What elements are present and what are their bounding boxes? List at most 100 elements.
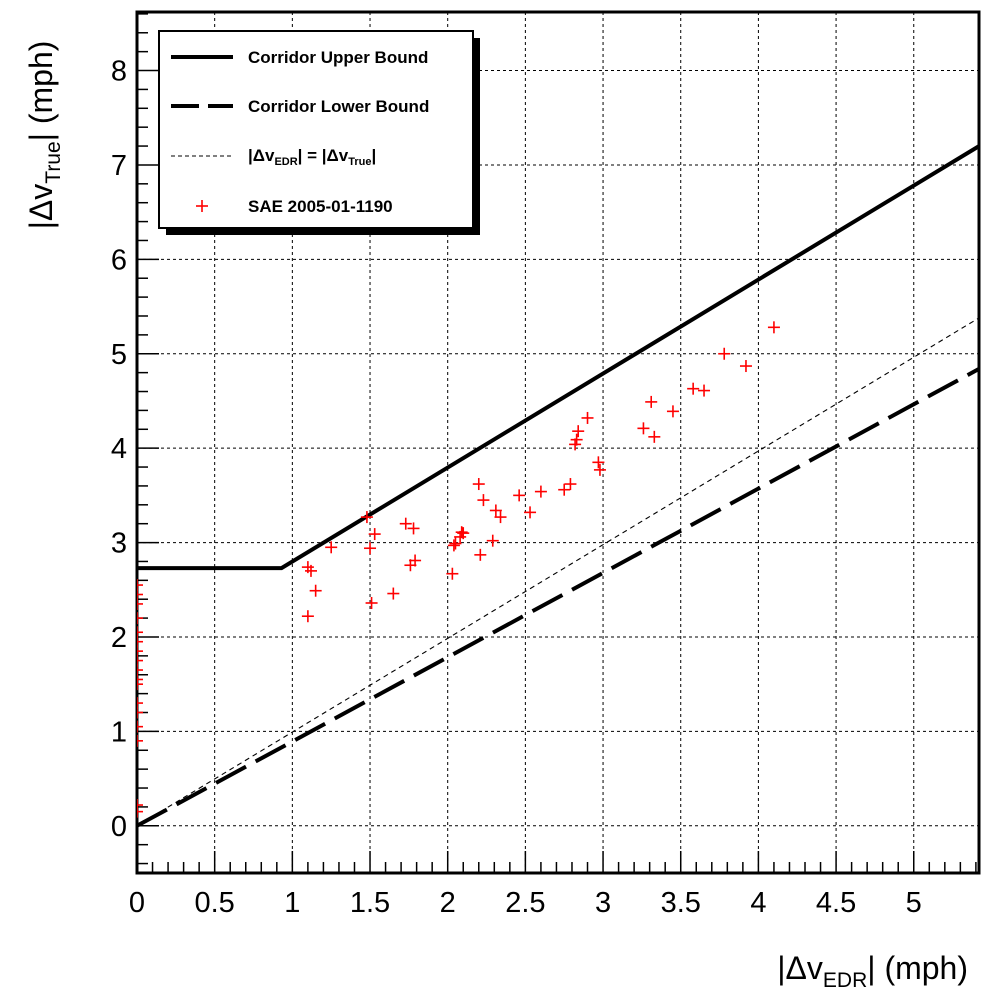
- data-point-marker: [698, 384, 711, 397]
- data-point-marker: [645, 395, 658, 408]
- data-point-marker: [360, 511, 373, 524]
- data-point-marker: [137, 588, 143, 601]
- data-point-marker: [494, 511, 507, 524]
- data-point-marker: [368, 528, 381, 541]
- y-tick-label: 8: [111, 56, 127, 88]
- y-axis-title-sub: True: [42, 141, 65, 183]
- data-point-marker: [137, 734, 143, 747]
- y-tick-label: 3: [111, 528, 127, 560]
- x-axis-title-prefix: |Δv: [777, 950, 823, 986]
- legend-lower-bound-label: Corridor Lower Bound: [248, 97, 429, 116]
- data-point-marker: [593, 463, 606, 476]
- data-point-marker: [304, 564, 317, 577]
- data-point-marker: [447, 539, 460, 552]
- y-tick-label: 4: [111, 433, 127, 465]
- y-tick-label: 0: [111, 811, 127, 843]
- data-point-marker: [137, 635, 143, 648]
- data-point-marker: [564, 478, 577, 491]
- y-axis-title-prefix: |Δv: [23, 184, 59, 230]
- data-point-marker: [137, 805, 143, 818]
- data-point-marker: [472, 478, 485, 491]
- x-tick-label: 2.5: [505, 887, 545, 919]
- data-point-marker: [449, 537, 462, 550]
- x-tick-label: 1: [284, 887, 300, 919]
- legend-identity-p2: | = |Δv: [298, 146, 349, 165]
- scatter-points: [137, 321, 780, 818]
- data-point-marker: [513, 489, 526, 502]
- data-point-marker: [137, 645, 143, 658]
- legend-identity-p3: |: [371, 146, 376, 165]
- plot-frame: [135, 10, 981, 875]
- x-tick-label: 4.5: [816, 887, 856, 919]
- x-axis-title-sub: EDR: [823, 969, 867, 992]
- x-tick-label: 4: [750, 887, 766, 919]
- data-point-marker: [666, 405, 679, 418]
- data-point-marker: [137, 664, 143, 677]
- data-point-marker: [137, 597, 143, 610]
- y-tick-label: 7: [111, 150, 127, 182]
- x-axis-title: |ΔvEDR| (mph): [777, 950, 968, 992]
- axis-ticks: [136, 13, 977, 873]
- y-axis-title-suffix: | (mph): [23, 41, 59, 142]
- x-tick-label: 3: [595, 887, 611, 919]
- x-tick-label: 3.5: [661, 887, 701, 919]
- legend-identity-s2: True: [348, 156, 371, 168]
- legend-identity-s1: EDR: [274, 156, 297, 168]
- data-point-marker: [137, 579, 143, 592]
- data-point-marker: [325, 541, 338, 554]
- data-point-marker: [739, 360, 752, 373]
- x-tick-label: 0.5: [195, 887, 235, 919]
- data-point-marker: [534, 485, 547, 498]
- data-point-marker: [387, 587, 400, 600]
- data-point-marker: [137, 720, 143, 733]
- data-point-marker: [457, 527, 470, 540]
- data-point-marker: [767, 321, 780, 334]
- lower-bound-line: [137, 367, 979, 828]
- identity-line: [137, 317, 979, 827]
- y-axis-title: |ΔvTrue| (mph): [23, 41, 65, 230]
- data-point-marker: [474, 548, 487, 561]
- data-point-marker: [648, 430, 661, 443]
- data-point-marker: [718, 347, 731, 360]
- data-point-marker: [407, 522, 420, 535]
- data-point-marker: [137, 706, 143, 719]
- x-axis-title-suffix: | (mph): [867, 950, 968, 986]
- x-tick-label: 2: [440, 887, 456, 919]
- data-point-marker: [489, 504, 502, 517]
- data-point-marker: [486, 534, 499, 547]
- data-point-marker: [637, 422, 650, 435]
- y-tick-label: 2: [111, 622, 127, 654]
- y-tick-label: 6: [111, 244, 127, 276]
- y-tick-label: 1: [111, 716, 127, 748]
- tick-labels: 0 0.5 1 1.5 2 2.5 3 3.5 4 4.5 5 0 1 2 3 4 5 6 7 8: [111, 56, 922, 919]
- legend-identity-p1: |Δv: [248, 146, 275, 165]
- legend: Corridor Upper Bound Corridor Lower Boun…: [158, 30, 480, 235]
- data-point-marker: [687, 382, 700, 395]
- data-point-marker: [446, 567, 459, 580]
- legend-identity-label: |ΔvEDR| = |ΔvTrue|: [248, 146, 376, 168]
- x-tick-label: 5: [906, 887, 922, 919]
- x-tick-label: 1.5: [350, 887, 390, 919]
- data-point-marker: [409, 554, 422, 567]
- data-point-marker: [524, 506, 537, 519]
- legend-upper-bound-label: Corridor Upper Bound: [248, 48, 428, 67]
- y-tick-label: 5: [111, 339, 127, 371]
- data-point-marker: [309, 584, 322, 597]
- data-point-marker: [137, 799, 143, 812]
- data-point-marker: [570, 433, 583, 446]
- x-tick-label: 0: [129, 887, 145, 919]
- data-point-marker: [137, 654, 143, 667]
- series-layer: [137, 144, 979, 828]
- data-point-marker: [137, 626, 143, 639]
- data-point-marker: [137, 673, 143, 686]
- data-point-marker: [581, 411, 594, 424]
- legend-marker-label: SAE 2005-01-1190: [248, 197, 393, 216]
- data-point-marker: [137, 612, 143, 625]
- data-point-marker: [137, 678, 143, 691]
- data-point-marker: [301, 610, 314, 623]
- data-point-marker: [455, 526, 468, 539]
- legend-box: [158, 30, 474, 229]
- data-point-marker: [592, 456, 605, 469]
- data-point-marker: [364, 542, 377, 555]
